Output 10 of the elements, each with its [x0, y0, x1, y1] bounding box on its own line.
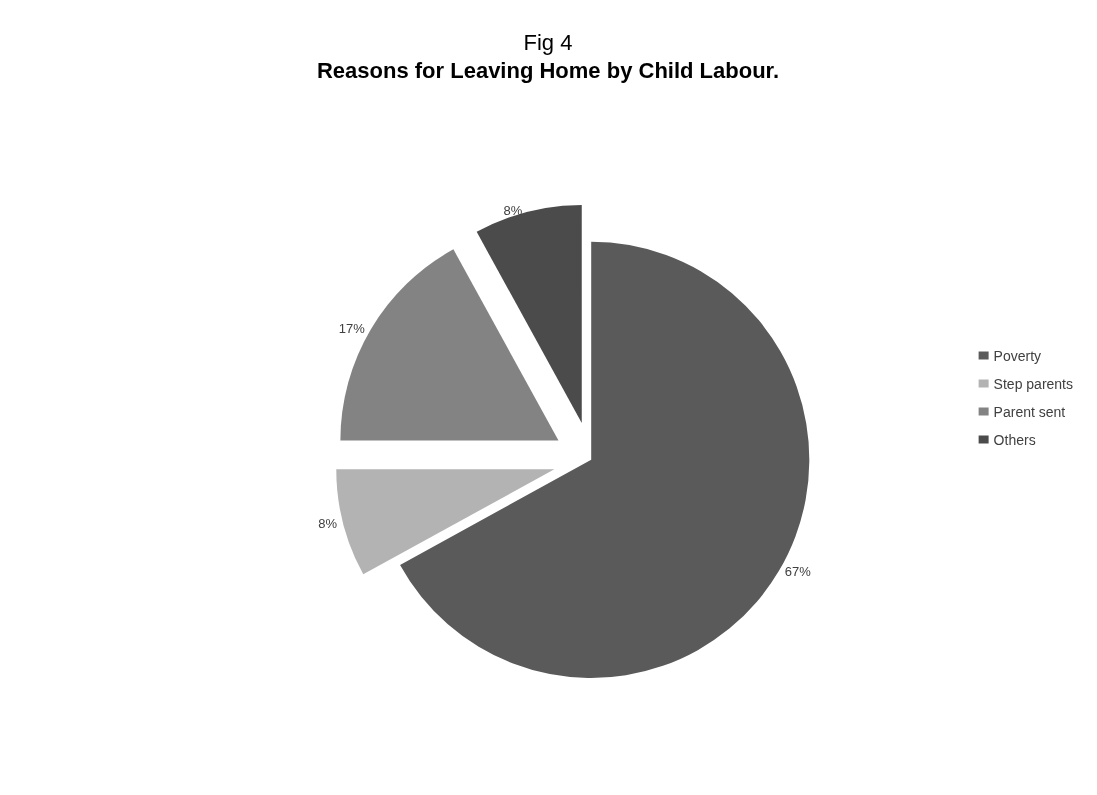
legend-label: Parent sent [993, 403, 1066, 420]
chart-title: Fig 4 [523, 29, 573, 55]
data-label: 8% [503, 203, 523, 219]
data-label: 67% [784, 563, 812, 579]
legend-label: Others [993, 431, 1036, 448]
legend-label: Step parents [993, 375, 1073, 392]
legend-label: Poverty [993, 347, 1042, 364]
data-label: 17% [338, 321, 366, 337]
data-label: 8% [318, 516, 338, 532]
chart-subtitle: Reasons for Leaving Home by Child Labour. [316, 57, 780, 83]
